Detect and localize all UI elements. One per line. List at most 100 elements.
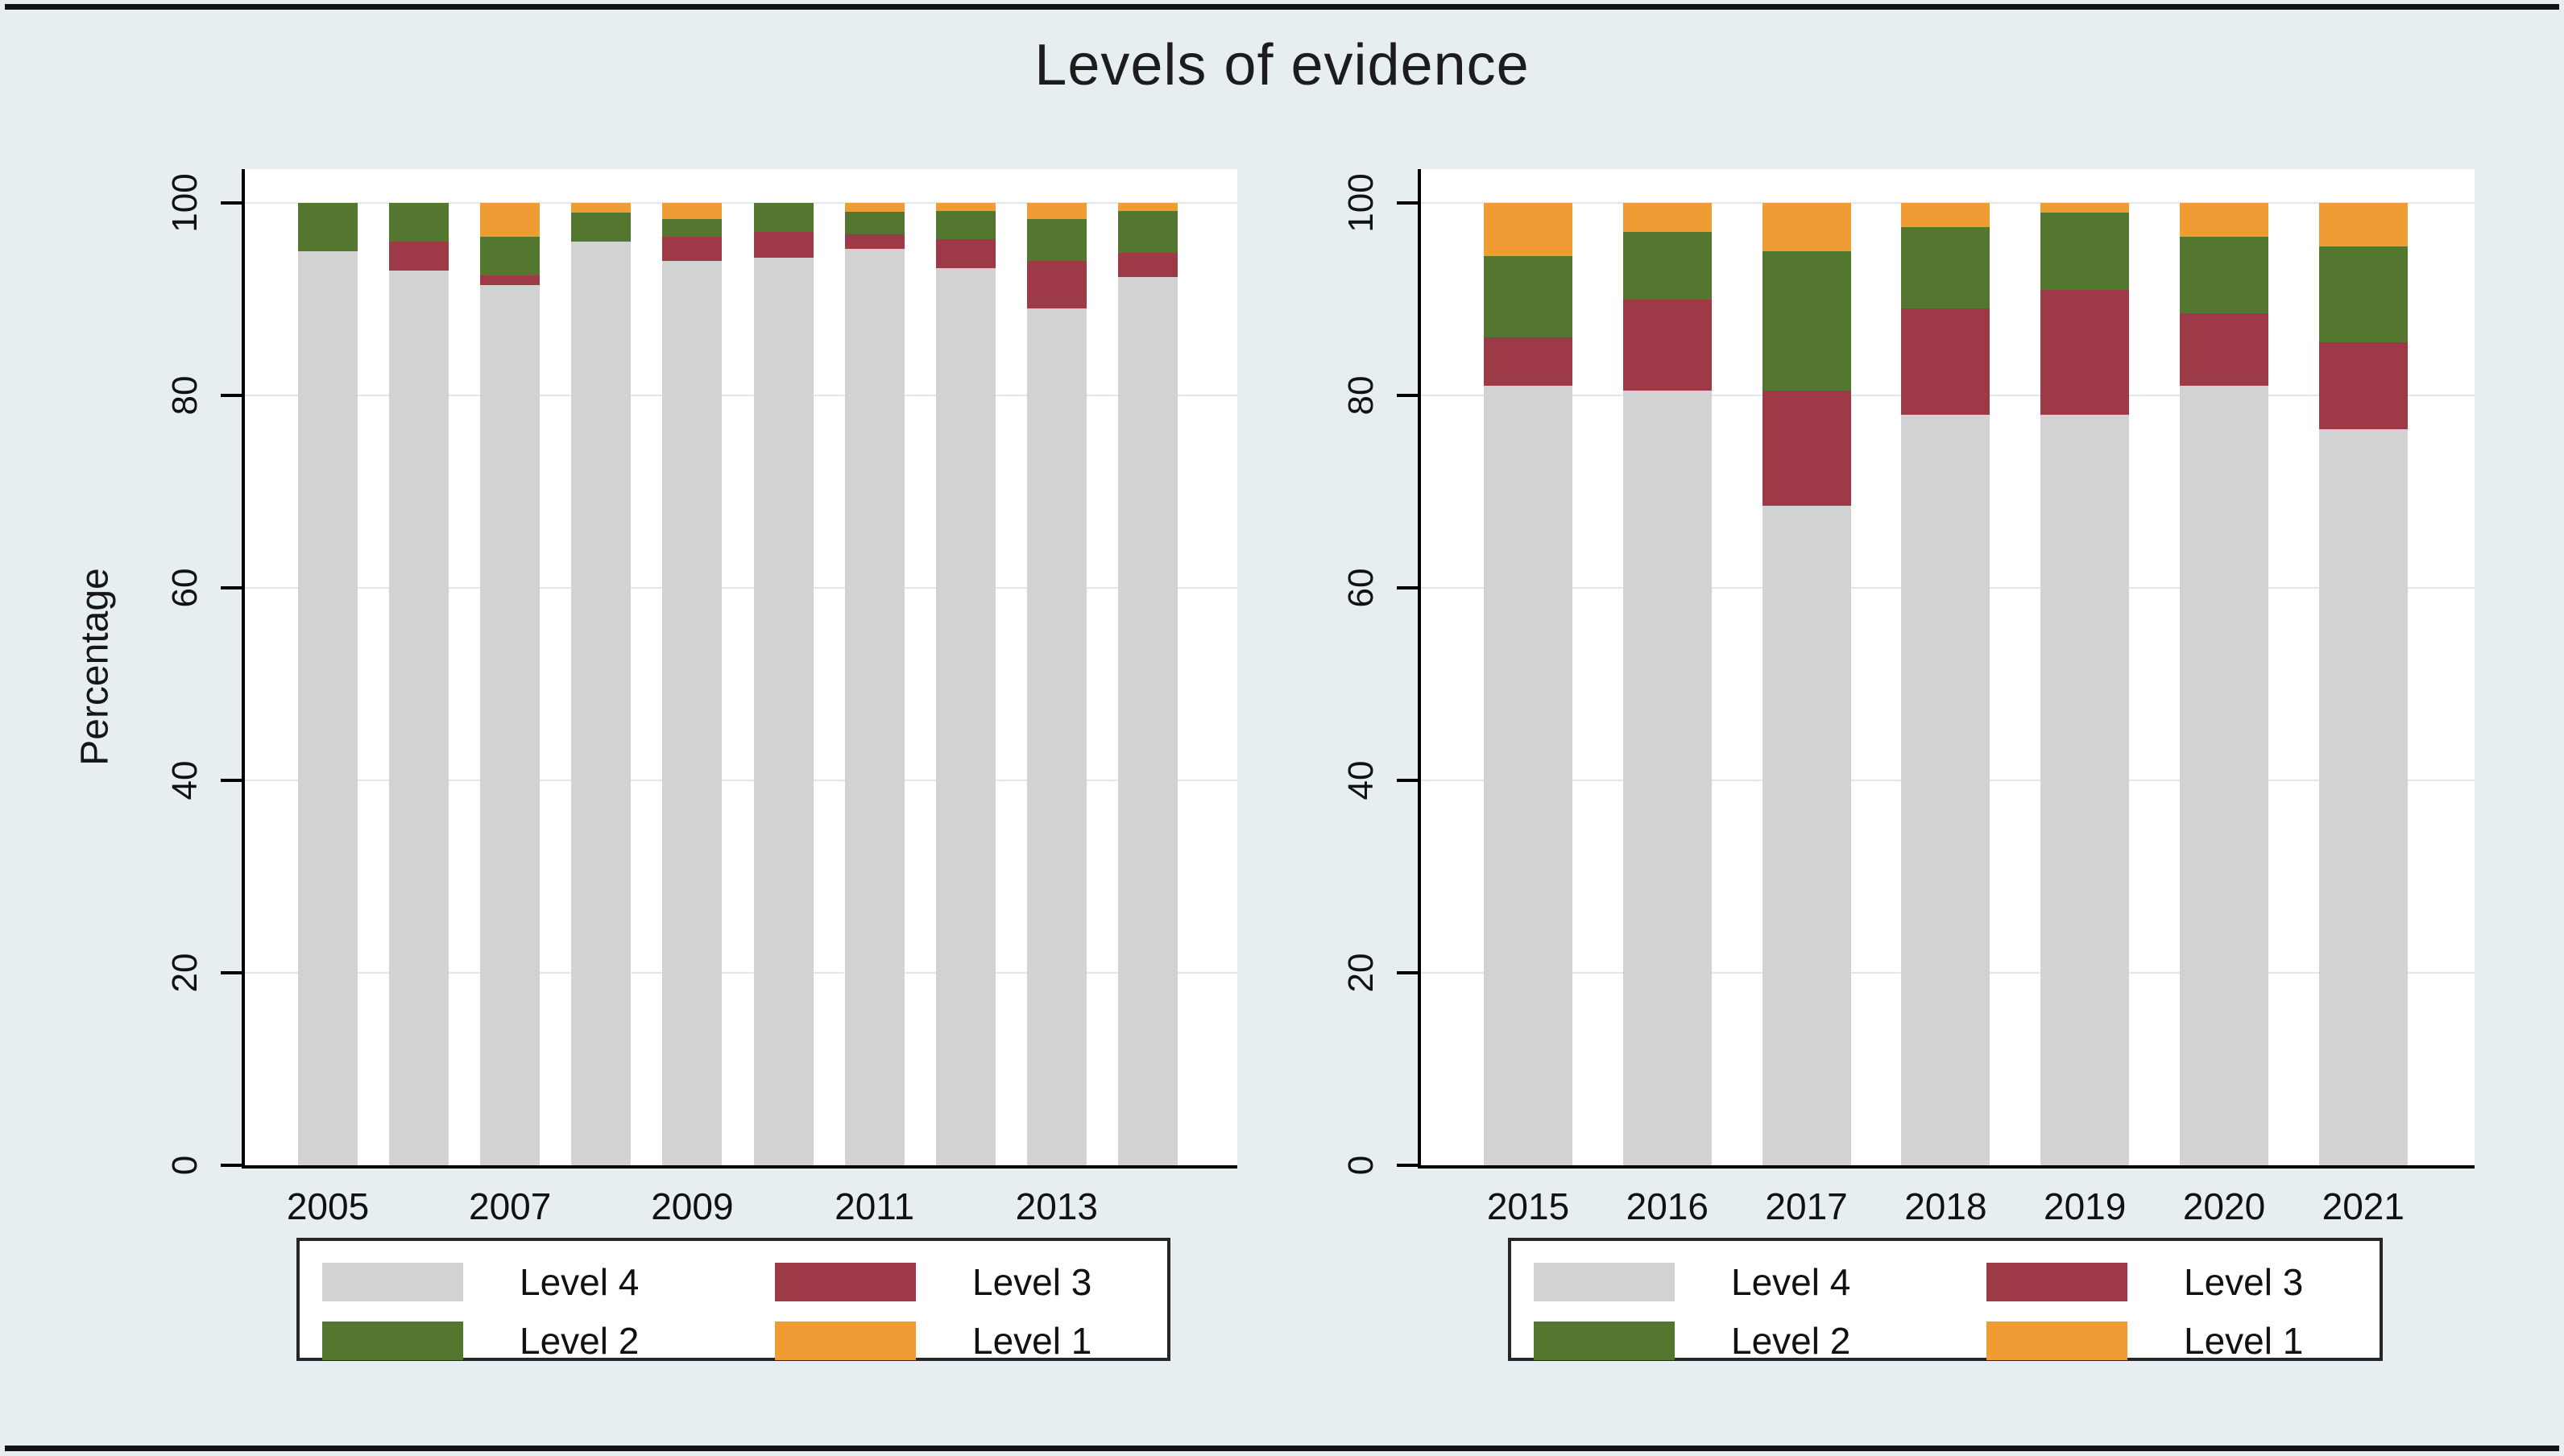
bar-segment-level-1: [1901, 203, 1990, 227]
bar-2020: [2180, 203, 2268, 1165]
bar-segment-level-1: [1762, 203, 1851, 251]
legend-swatch-level-1: [775, 1321, 916, 1360]
legend-label: Level 3: [972, 1260, 1092, 1303]
bar-segment-level-3: [1117, 253, 1178, 278]
y-tick-label-40: 40: [165, 760, 205, 800]
y-tick-label-80: 80: [165, 375, 205, 416]
y-tick-60: [1397, 586, 1418, 589]
gridline-80: [245, 395, 1237, 396]
x-tick-label-2015: 2015: [1486, 1185, 1570, 1227]
y-tick-100: [1397, 201, 1418, 205]
bar-2011: [844, 203, 905, 1165]
y-tick-20: [221, 971, 242, 974]
bar-segment-level-1: [2040, 203, 2130, 213]
bar-segment-level-3: [1026, 260, 1087, 309]
bar-segment-level-3: [1622, 299, 1712, 391]
y-tick-label-100: 100: [165, 173, 205, 233]
bar-segment-level-1: [1026, 203, 1087, 220]
legend-label: Level 4: [1731, 1260, 1851, 1303]
legend-item-level-1: Level 1: [775, 1311, 1167, 1370]
legend-label: Level 2: [520, 1319, 640, 1362]
y-tick-label-0: 0: [165, 1155, 205, 1176]
bar-2021: [2318, 203, 2408, 1165]
y-tick-label-60: 60: [1341, 568, 1381, 608]
legend-swatch-level-1: [1986, 1321, 2127, 1360]
bar-2016: [1622, 203, 1712, 1165]
x-tick-label-2009: 2009: [651, 1185, 734, 1227]
y-tick-label-20: 20: [1341, 953, 1381, 993]
bar-segment-level-3: [389, 241, 449, 271]
bar-segment-level-3: [2180, 313, 2268, 387]
y-tick-label-100: 100: [1341, 173, 1381, 233]
bar-segment-level-1: [844, 203, 905, 212]
legend-label: Level 4: [520, 1260, 640, 1303]
bar-segment-level-2: [1484, 255, 1572, 338]
bar-segment-level-2: [753, 203, 814, 232]
x-tick-label-2005: 2005: [286, 1185, 370, 1227]
gridline-100: [1421, 202, 2475, 204]
plot-scale-left: 0 20 40 60 80 100 2005 2007 2009 2011 2013: [165, 173, 1237, 1227]
x-tick-label-2013: 2013: [1015, 1185, 1098, 1227]
bar-segment-level-3: [844, 234, 905, 250]
bar-segment-level-4: [480, 284, 541, 1165]
bar-segment-level-1: [1117, 203, 1178, 211]
bar-segment-level-3: [1762, 391, 1851, 507]
bar-2012: [935, 203, 996, 1165]
y-tick-label-20: 20: [165, 953, 205, 993]
gridline-100: [245, 202, 1237, 204]
bar-2007: [480, 203, 541, 1165]
gridline-60: [245, 587, 1237, 589]
bar-segment-level-4: [1117, 277, 1178, 1165]
x-tick-label-2018: 2018: [1904, 1185, 1987, 1227]
legend-item-level-3: Level 3: [775, 1252, 1167, 1311]
top-border-rule: [5, 4, 2559, 10]
bar-segment-level-4: [2180, 386, 2268, 1165]
legend-label: Level 2: [1731, 1319, 1851, 1362]
y-tick-20: [1397, 971, 1418, 974]
gridline-20: [245, 972, 1237, 974]
x-tick-label-2016: 2016: [1626, 1185, 1709, 1227]
legend-label: Level 1: [972, 1319, 1092, 1362]
legend-swatch-level-4: [322, 1262, 463, 1301]
bar-segment-level-3: [480, 275, 541, 285]
y-tick-label-40: 40: [1341, 760, 1381, 800]
bar-2010: [753, 203, 814, 1165]
bar-segment-level-3: [2318, 342, 2408, 429]
legend-item-level-3: Level 3: [1986, 1252, 2380, 1311]
bar-segment-level-1: [662, 203, 723, 220]
bar-segment-level-2: [1901, 226, 1990, 309]
bar-segment-level-1: [935, 203, 996, 211]
bar-segment-level-4: [298, 250, 358, 1165]
bar-segment-level-2: [298, 203, 358, 251]
bar-segment-level-4: [1026, 308, 1087, 1165]
legend-item-level-1: Level 1: [1986, 1311, 2380, 1370]
bar-segment-level-2: [1117, 210, 1178, 254]
bar-segment-level-4: [1762, 506, 1851, 1165]
y-tick-label-0: 0: [1341, 1155, 1381, 1176]
bar-segment-level-3: [753, 231, 814, 259]
bar-segment-level-3: [1901, 308, 1990, 415]
chart-title: Levels of evidence: [1034, 33, 1530, 97]
bar-segment-level-4: [753, 258, 814, 1165]
bar-2014: [1117, 203, 1178, 1165]
bar-2006: [389, 203, 449, 1165]
bar-segment-level-2: [2318, 246, 2408, 343]
legend-item-level-2: Level 2: [322, 1311, 775, 1370]
legend-item-level-2: Level 2: [1534, 1311, 1986, 1370]
bar-segment-level-4: [1484, 386, 1572, 1165]
y-tick-0: [221, 1164, 242, 1167]
bar-segment-level-4: [389, 270, 449, 1165]
legend-swatch-level-3: [1986, 1262, 2127, 1301]
bar-segment-level-4: [571, 241, 632, 1165]
legend-swatch-level-4: [1534, 1262, 1675, 1301]
gridline-40: [245, 780, 1237, 781]
bar-2018: [1901, 203, 1990, 1165]
bar-2009: [662, 203, 723, 1165]
legend-swatch-level-2: [1534, 1321, 1675, 1360]
x-tick-label-2019: 2019: [2044, 1185, 2127, 1227]
bar-segment-level-4: [2318, 428, 2408, 1165]
legend-swatch-level-3: [775, 1262, 916, 1301]
x-tick-label-2017: 2017: [1765, 1185, 1848, 1227]
y-tick-100: [221, 201, 242, 205]
bar-segment-level-3: [2040, 289, 2130, 415]
